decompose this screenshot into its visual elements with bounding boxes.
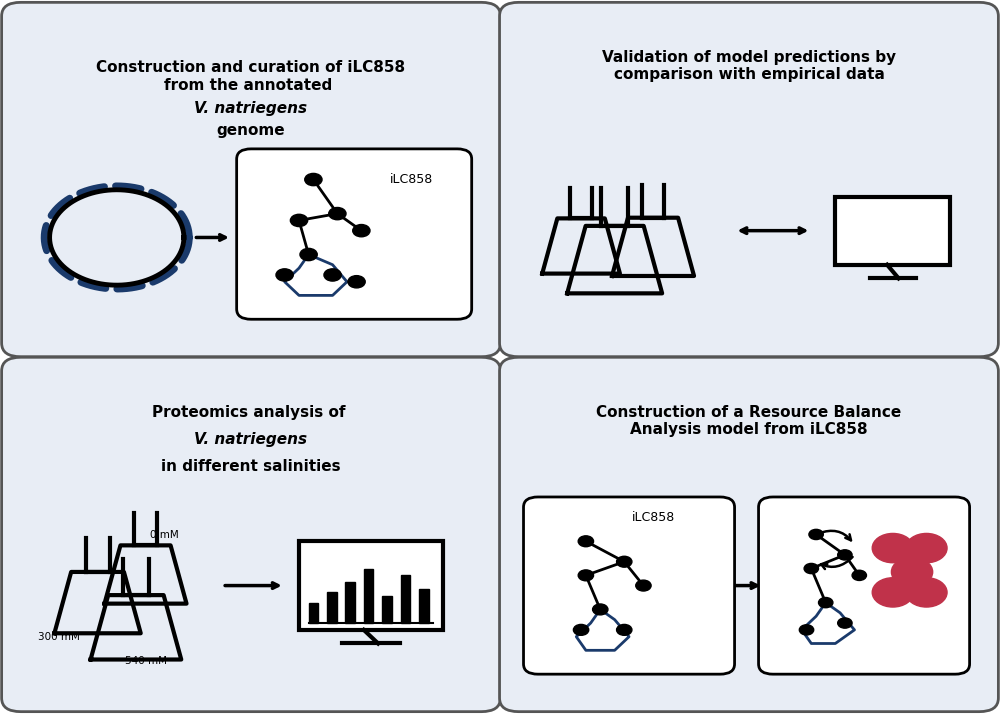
Circle shape xyxy=(804,563,819,573)
Text: in different salinities: in different salinities xyxy=(161,460,341,475)
Bar xyxy=(345,582,355,623)
Text: 540 mM: 540 mM xyxy=(125,656,167,666)
Text: 300 mM: 300 mM xyxy=(38,632,80,642)
FancyBboxPatch shape xyxy=(500,2,998,357)
Text: Proteomics analysis of: Proteomics analysis of xyxy=(152,405,350,420)
Circle shape xyxy=(617,556,632,567)
FancyBboxPatch shape xyxy=(299,541,443,630)
Bar xyxy=(309,603,318,623)
Circle shape xyxy=(290,214,308,226)
Circle shape xyxy=(573,625,589,635)
Circle shape xyxy=(348,276,365,288)
FancyBboxPatch shape xyxy=(524,497,735,674)
Circle shape xyxy=(906,578,947,607)
Text: iLC858: iLC858 xyxy=(631,511,675,523)
Circle shape xyxy=(891,558,933,587)
Text: Construction and curation of iLC858
from the annotated: Construction and curation of iLC858 from… xyxy=(96,60,406,93)
FancyBboxPatch shape xyxy=(835,196,950,265)
Text: iLC858: iLC858 xyxy=(390,173,433,186)
Bar xyxy=(419,589,429,623)
Circle shape xyxy=(872,533,913,563)
Circle shape xyxy=(872,578,913,607)
Circle shape xyxy=(593,604,608,615)
Text: Validation of model predictions by
comparison with empirical data: Validation of model predictions by compa… xyxy=(602,50,896,82)
Circle shape xyxy=(838,618,852,628)
Circle shape xyxy=(617,625,632,635)
FancyBboxPatch shape xyxy=(759,497,970,674)
Circle shape xyxy=(906,533,947,563)
Text: V. natriegens: V. natriegens xyxy=(194,432,308,447)
Text: 0 mM: 0 mM xyxy=(150,530,179,540)
Text: V. natriegens: V. natriegens xyxy=(194,101,308,116)
FancyBboxPatch shape xyxy=(2,2,500,357)
Circle shape xyxy=(300,248,317,261)
Circle shape xyxy=(353,224,370,237)
Circle shape xyxy=(819,598,833,608)
Circle shape xyxy=(809,529,823,540)
Circle shape xyxy=(324,268,341,281)
FancyBboxPatch shape xyxy=(2,357,500,712)
Bar xyxy=(364,568,373,623)
Circle shape xyxy=(578,570,594,580)
Circle shape xyxy=(852,570,866,580)
Circle shape xyxy=(276,268,293,281)
Circle shape xyxy=(329,208,346,220)
Circle shape xyxy=(799,625,814,635)
Text: genome: genome xyxy=(217,124,285,139)
Bar xyxy=(401,575,410,623)
Circle shape xyxy=(305,174,322,186)
Bar xyxy=(382,595,392,623)
FancyBboxPatch shape xyxy=(237,149,472,319)
Circle shape xyxy=(838,550,852,560)
FancyBboxPatch shape xyxy=(500,357,998,712)
Circle shape xyxy=(578,536,594,547)
Circle shape xyxy=(636,580,651,591)
Text: Construction of a Resource Balance
Analysis model from iLC858: Construction of a Resource Balance Analy… xyxy=(596,405,902,438)
Bar xyxy=(327,593,337,623)
